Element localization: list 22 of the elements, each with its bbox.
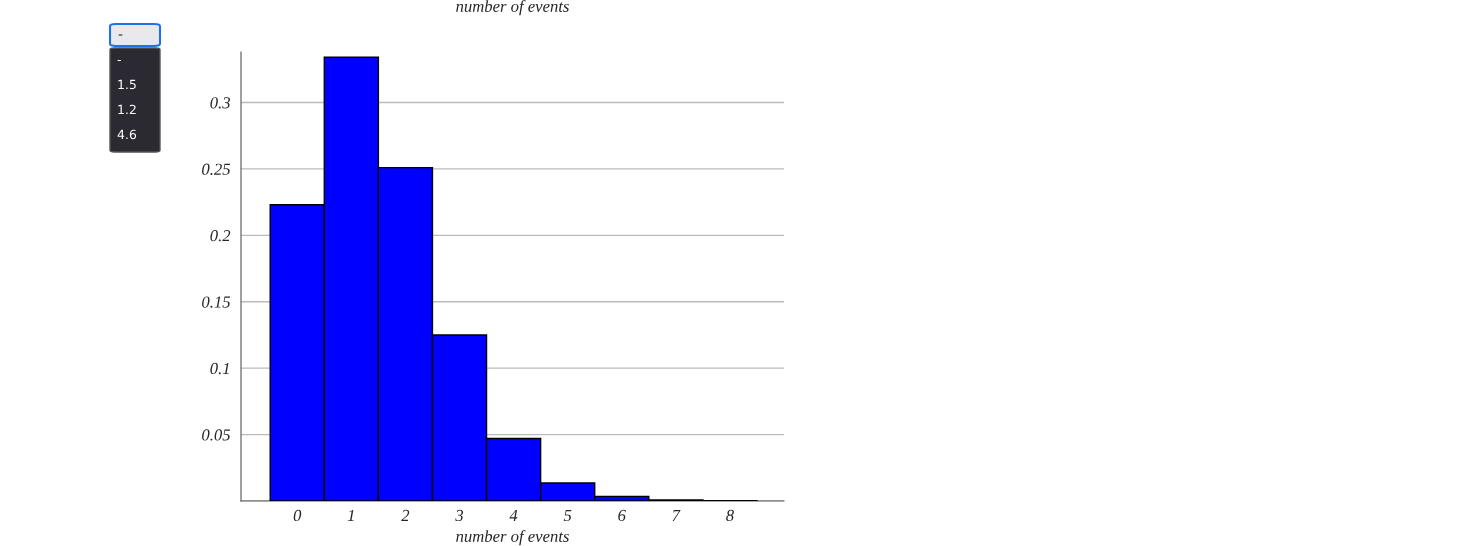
- x-tick-label: 2: [401, 509, 410, 521]
- y-tick-label: 0.15: [202, 296, 231, 308]
- x-tick-label: 8: [726, 509, 734, 522]
- text: -: [118, 34, 123, 36]
- text: 1.5: [118, 79, 136, 90]
- chart-title: number of events: [456, 0, 569, 16]
- x-tick-label: 6: [618, 509, 626, 522]
- y-tick-label: 0.25: [202, 163, 231, 175]
- text: 1.2: [118, 104, 136, 114]
- x-tick-label: 0: [293, 509, 302, 522]
- x-tick-label: 3: [455, 509, 464, 522]
- x-tick-label: 4: [509, 509, 518, 521]
- x-axis-title: number of events: [456, 530, 569, 546]
- y-tick-label: 0.3: [210, 97, 231, 109]
- x-tick-label: 5: [563, 509, 572, 522]
- y-tick-label: 0.2: [210, 230, 231, 242]
- y-tick-label: 0.1: [210, 362, 229, 375]
- y-tick-label: 0.05: [202, 429, 231, 441]
- x-tick-label: 1: [347, 509, 354, 521]
- text: 4.6: [117, 129, 137, 140]
- text: -: [117, 60, 121, 62]
- x-tick-label: 7: [672, 509, 681, 521]
